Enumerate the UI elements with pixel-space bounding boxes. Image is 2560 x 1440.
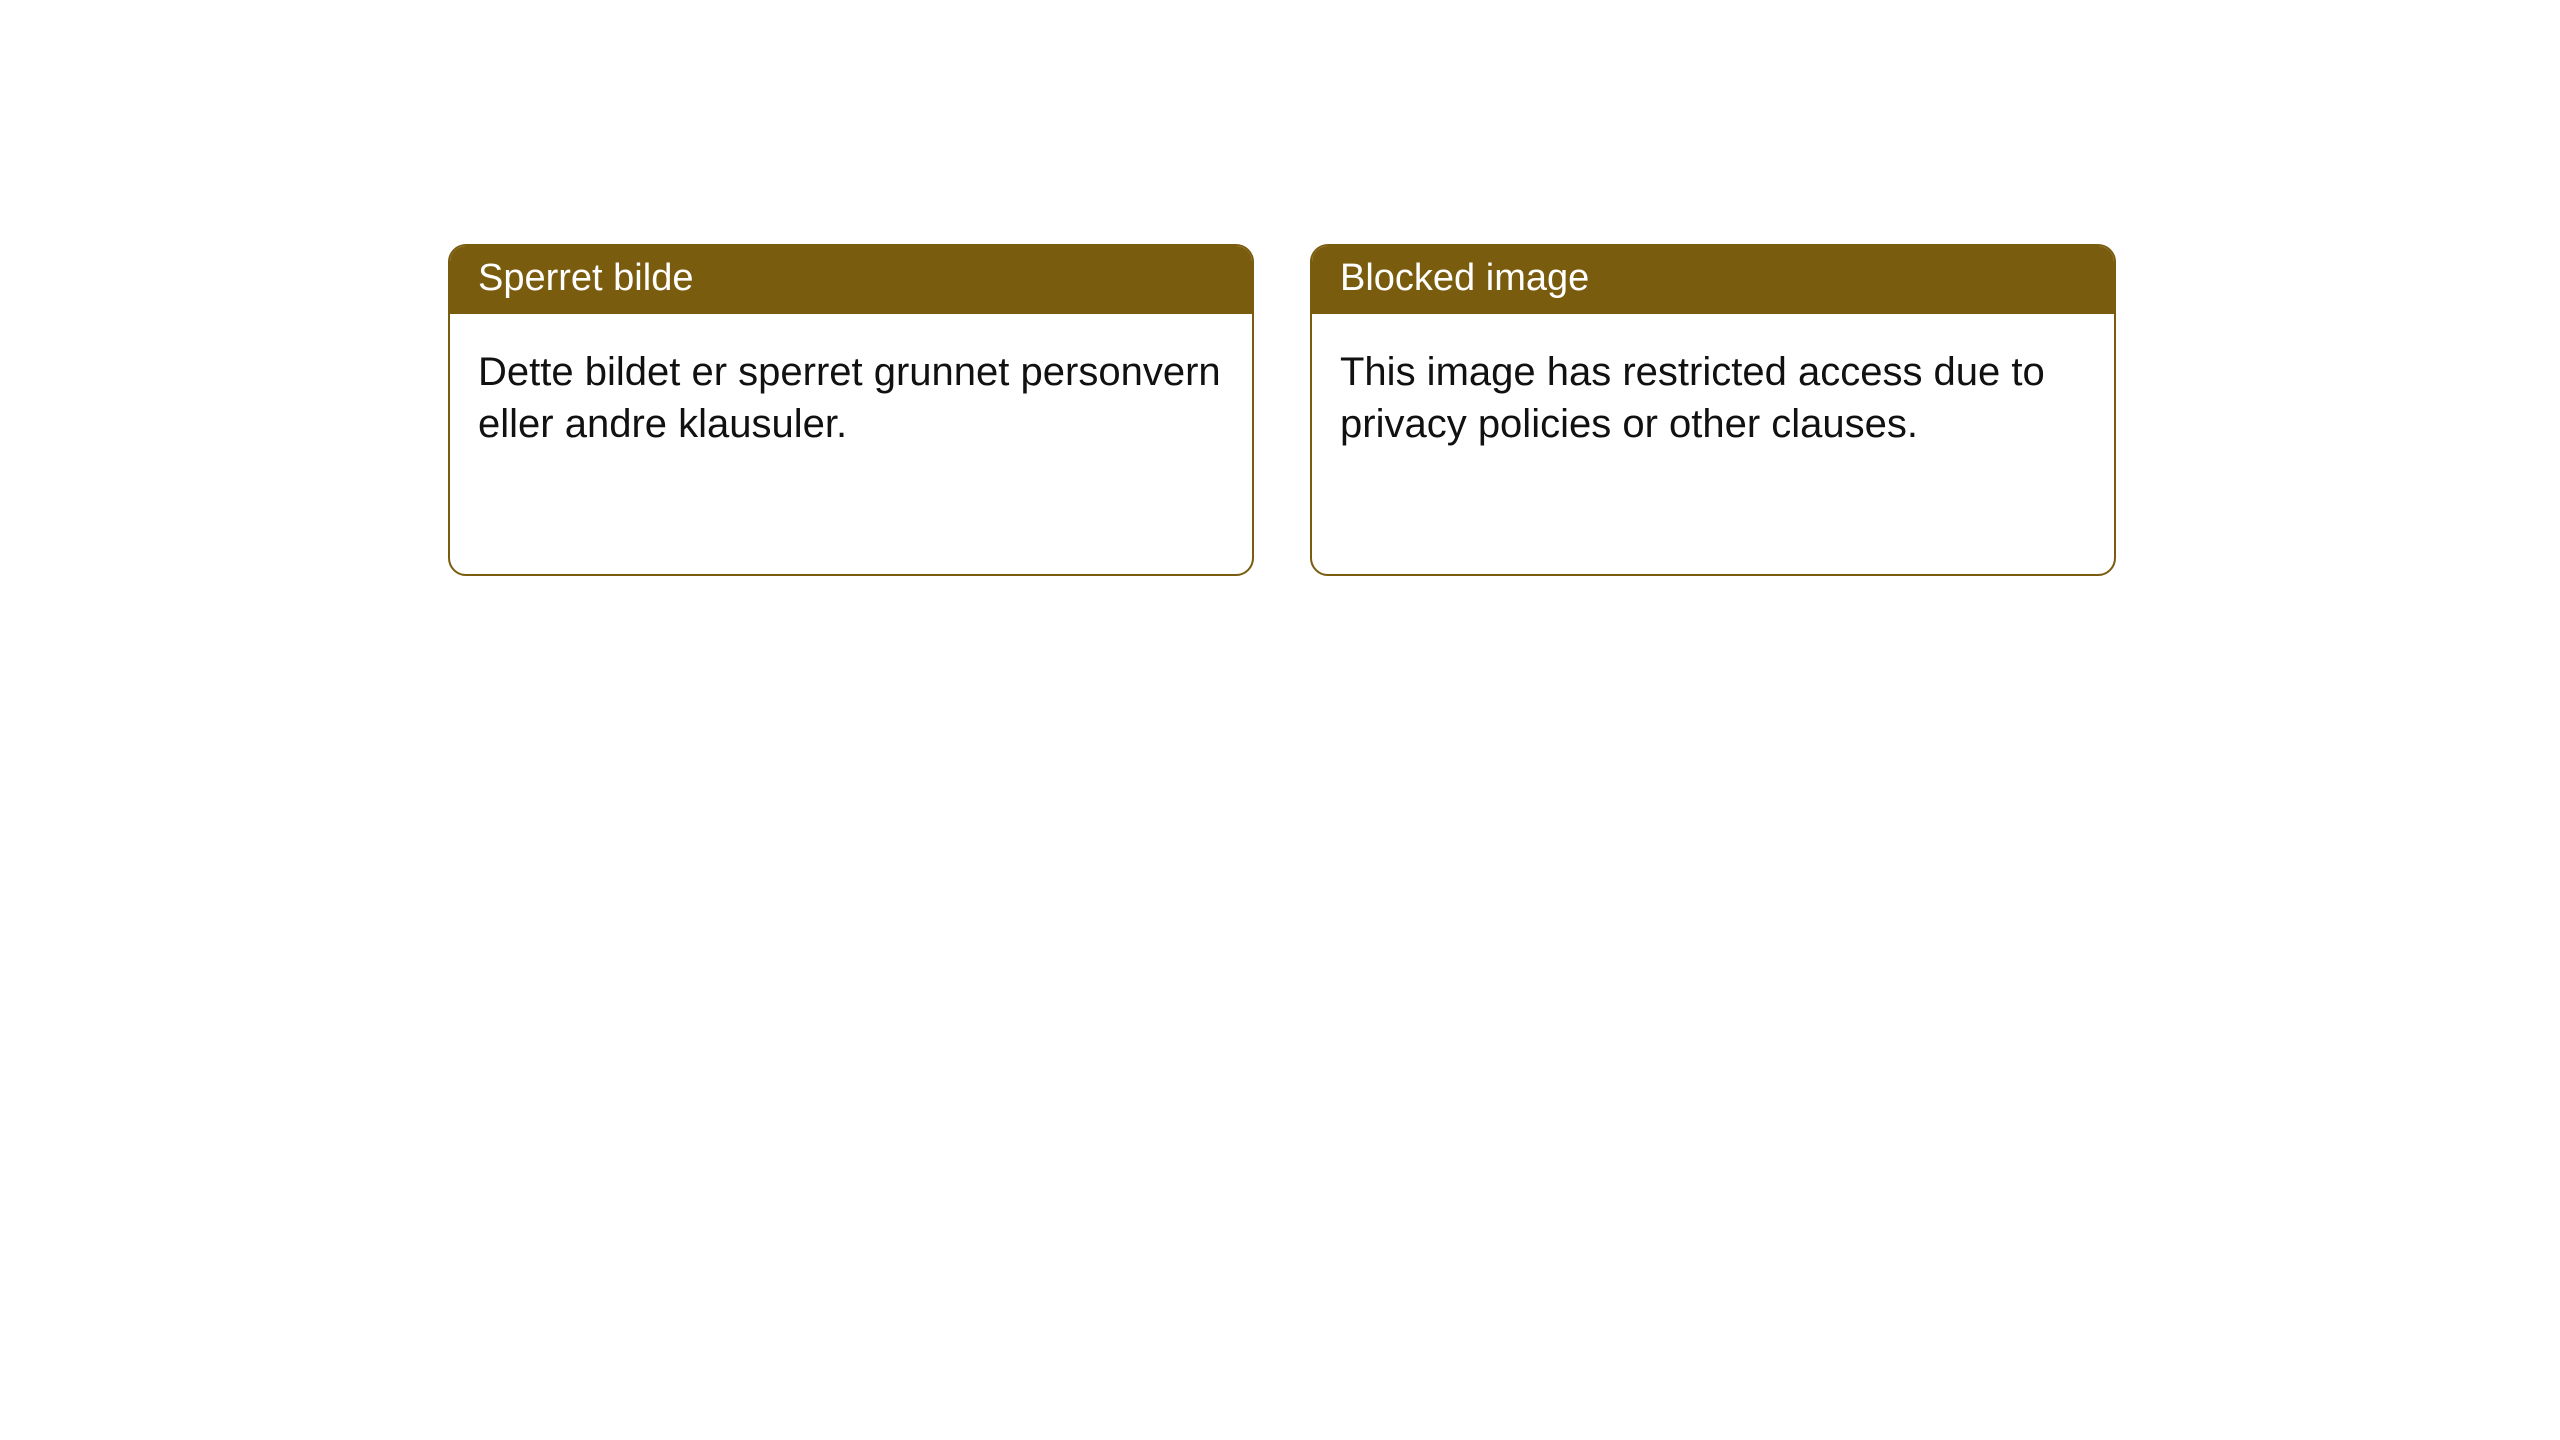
notice-card-title: Blocked image <box>1312 246 2114 314</box>
notice-card-body: This image has restricted access due to … <box>1312 314 2114 574</box>
notice-card-english: Blocked image This image has restricted … <box>1310 244 2116 576</box>
notice-card-body: Dette bildet er sperret grunnet personve… <box>450 314 1252 574</box>
notice-card-title: Sperret bilde <box>450 246 1252 314</box>
notice-card-norwegian: Sperret bilde Dette bildet er sperret gr… <box>448 244 1254 576</box>
notice-container: Sperret bilde Dette bildet er sperret gr… <box>0 0 2560 576</box>
